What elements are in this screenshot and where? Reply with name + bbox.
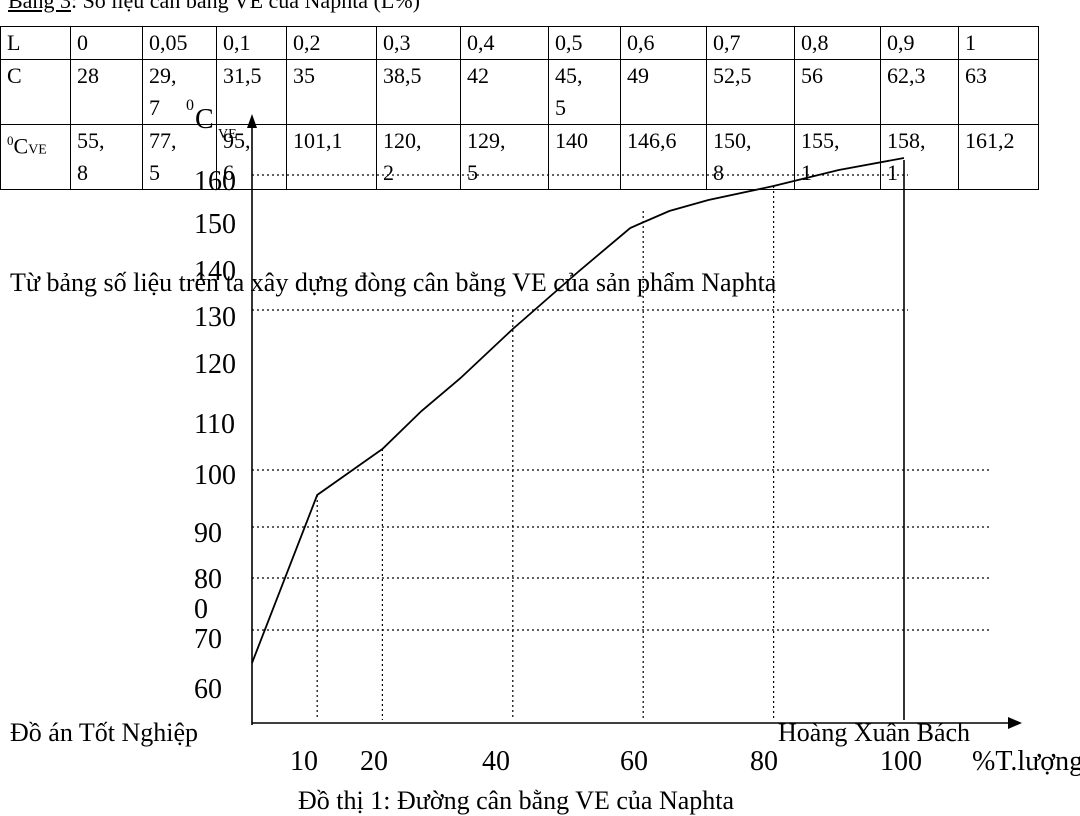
table-cell: 0,8 bbox=[794, 26, 881, 60]
table-cell: 0,9 bbox=[880, 26, 959, 60]
caption-label: Bảng 3 bbox=[8, 0, 71, 13]
body-paragraph: Từ bảng số liệu trên ta xây dựng đòng câ… bbox=[10, 268, 777, 297]
table-row-label: C bbox=[0, 59, 71, 125]
table-cell: 45, 5 bbox=[548, 59, 621, 125]
x-axis-arrow bbox=[1008, 717, 1022, 729]
y-tick-label: 130 bbox=[194, 302, 236, 333]
y-axis-label-sub: VE bbox=[218, 127, 237, 142]
table-cell: 31,5 bbox=[216, 59, 287, 125]
y-tick-label: 70 bbox=[194, 624, 222, 655]
table-cell: 0,3 bbox=[376, 26, 461, 60]
x-axis-label: %T.lượng bbox=[972, 746, 1080, 777]
y-axis-arrow bbox=[247, 114, 257, 128]
table-cell: 0,4 bbox=[460, 26, 549, 60]
table-cell: 120, 2 bbox=[376, 124, 461, 190]
table-cell: 55, 8 bbox=[70, 124, 143, 190]
table-row-label: 0CVE bbox=[0, 124, 71, 190]
caption-text: : Số liệu cân bằng VE của Naphta (L%) bbox=[70, 0, 420, 13]
table-row-l: L 0 0,05 0,1 0,2 0,3 0,4 0,5 0,6 0,7 0,8 0,9 1 bbox=[0, 26, 1039, 60]
y-tick-label: 90 bbox=[194, 518, 222, 549]
table-cell: 28 bbox=[70, 59, 143, 125]
table-cell: 129, 5 bbox=[460, 124, 549, 190]
y-tick-label: 110 bbox=[194, 409, 235, 440]
y-tick-label: 140 bbox=[194, 256, 236, 287]
table-row-label: L bbox=[0, 26, 71, 60]
x-tick-label: 40 bbox=[482, 746, 510, 777]
data-table: L 0 0,05 0,1 0,2 0,3 0,4 0,5 0,6 0,7 0,8 0,9 1 C 28 29… bbox=[0, 26, 1039, 190]
y-tick-label: 60 bbox=[194, 674, 222, 705]
table-cell: 161,2 bbox=[958, 124, 1039, 190]
table-cell: 77, 5 bbox=[142, 124, 217, 190]
y-tick-label: 150 bbox=[194, 209, 236, 240]
table-cell: 62,3 bbox=[880, 59, 959, 125]
x-tick-label: 100 bbox=[880, 746, 922, 777]
y-tick-label: 100 bbox=[194, 460, 236, 491]
x-tick-label: 10 bbox=[290, 746, 318, 777]
table-cell: 49 bbox=[620, 59, 707, 125]
table-cell: 42 bbox=[460, 59, 549, 125]
ve-curve-series bbox=[251, 157, 905, 664]
table-cell: 140 bbox=[548, 124, 621, 190]
table-cell: 155, 1 bbox=[794, 124, 881, 190]
table-cell: 150, 8 bbox=[706, 124, 795, 190]
table-cell: 101,1 bbox=[286, 124, 377, 190]
table-cell: 0,6 bbox=[620, 26, 707, 60]
table-cell: 0,2 bbox=[286, 26, 377, 60]
table-caption: Bảng 3: Số liệu cân bằng VE của Naphta (… bbox=[8, 0, 420, 14]
y-axis-label: C bbox=[195, 104, 214, 135]
table-row-c: C 28 29, 7 31,5 35 38,5 42 45, 5 49 52,5 56 62,3 63 bbox=[0, 59, 1039, 125]
x-tick-label: 20 bbox=[360, 746, 388, 777]
table-cell: 146,6 bbox=[620, 124, 707, 190]
x-tick-label: 80 bbox=[750, 746, 778, 777]
x-tick-label: 60 bbox=[620, 746, 648, 777]
y-tick-label-extra: 0 bbox=[194, 594, 208, 625]
y-tick-label: 120 bbox=[194, 349, 236, 380]
table-cell: 158, 1 bbox=[880, 124, 959, 190]
footer-right: Hoàng Xuân Bách bbox=[778, 718, 971, 747]
y-tick-label: 80 bbox=[194, 564, 222, 595]
table-cell: 0,5 bbox=[548, 26, 621, 60]
y-tick-label: 160 bbox=[194, 166, 236, 197]
footer-left: Đồ án Tốt Nghiệp bbox=[10, 718, 198, 747]
table-cell: 38,5 bbox=[376, 59, 461, 125]
y-axis-label-sup: 0 bbox=[186, 97, 194, 114]
chart-title: Đồ thị 1: Đường cân bằng VE của Naphta bbox=[298, 786, 735, 815]
table-cell: 56 bbox=[794, 59, 881, 125]
table-cell: 0,7 bbox=[706, 26, 795, 60]
table-cell: 63 bbox=[958, 59, 1039, 125]
